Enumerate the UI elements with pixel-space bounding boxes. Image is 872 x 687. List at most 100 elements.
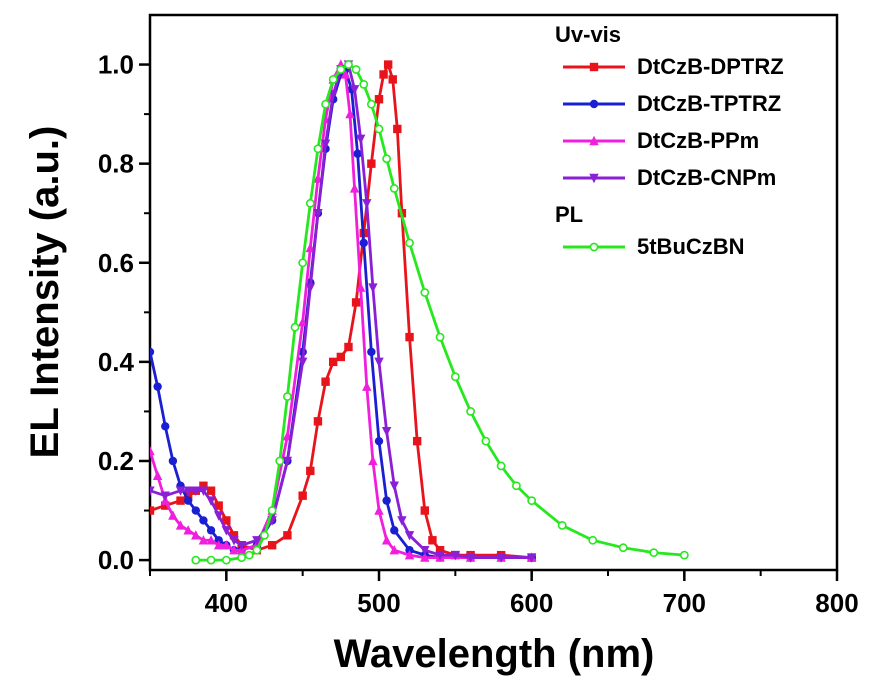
data-point	[382, 154, 392, 164]
data-point	[282, 456, 293, 467]
data-point	[150, 486, 155, 496]
data-point	[313, 209, 323, 219]
data-point	[252, 536, 262, 546]
data-point	[260, 530, 269, 540]
y-tick-label: 0.2	[98, 446, 134, 476]
legend-item: 5tBuCzBN	[563, 234, 745, 259]
data-point	[191, 486, 201, 496]
data-point	[321, 377, 330, 386]
data-point	[450, 372, 460, 382]
data-point	[305, 242, 315, 253]
data-point	[481, 436, 491, 446]
series-DtCzB-CNPm	[150, 60, 537, 563]
data-point	[393, 124, 402, 134]
data-point	[465, 553, 476, 563]
data-point	[420, 545, 430, 556]
data-point	[374, 436, 384, 446]
x-tick-label: 500	[357, 588, 400, 618]
data-point	[389, 544, 399, 555]
data-point	[183, 496, 193, 505]
data-point	[362, 199, 372, 209]
data-point	[206, 496, 216, 506]
data-point	[160, 491, 170, 501]
data-point	[229, 536, 239, 546]
data-point	[496, 553, 506, 563]
data-point	[618, 543, 628, 553]
data-point	[298, 491, 307, 500]
data-point	[198, 486, 209, 496]
data-point	[267, 541, 277, 550]
data-point	[412, 436, 422, 446]
data-point	[320, 139, 331, 150]
data-point	[321, 99, 330, 109]
data-point	[388, 75, 397, 84]
y-tick-label: 0.4	[98, 347, 135, 377]
data-point	[161, 501, 170, 510]
legend-label: DtCzB-CNPm	[637, 165, 776, 190]
data-point	[340, 69, 351, 79]
x-tick-label: 800	[815, 588, 858, 618]
data-point	[435, 550, 445, 561]
data-point	[404, 549, 415, 560]
data-point	[328, 90, 338, 100]
data-point	[359, 238, 368, 248]
data-point	[329, 357, 338, 367]
data-point	[336, 65, 346, 74]
data-point	[229, 531, 239, 540]
data-point	[237, 553, 246, 563]
data-point	[355, 282, 366, 292]
y-axis-title: EL Intensity (a.u.)	[23, 126, 67, 459]
data-point	[368, 283, 378, 293]
data-point	[512, 481, 521, 491]
data-point	[229, 544, 239, 555]
data-point	[221, 555, 231, 565]
legend-label: 5tBuCzBN	[637, 234, 745, 259]
data-point	[305, 283, 315, 293]
data-point	[336, 352, 346, 362]
data-point	[214, 540, 224, 550]
data-point	[379, 70, 388, 79]
legend-swatch-marker	[589, 99, 599, 109]
legend-swatch-marker	[589, 135, 599, 146]
legend-item: DtCzB-CNPm	[563, 165, 776, 190]
x-ticks: 400 500 600 700 800	[149, 570, 859, 618]
data-point	[496, 461, 506, 471]
data-point	[381, 535, 392, 545]
x-axis-title: Wavelength (nm)	[334, 632, 655, 676]
data-point	[383, 60, 393, 69]
data-point	[374, 505, 384, 515]
x-tick-label: 400	[205, 588, 248, 618]
y-ticks: 0.0 0.2 0.4 0.6 0.8 1.0	[98, 50, 150, 575]
data-point	[199, 481, 208, 490]
data-point	[221, 526, 232, 536]
data-point	[191, 506, 200, 515]
data-point	[214, 511, 224, 521]
series-line	[195, 63, 685, 562]
x-tick-label: 700	[663, 588, 706, 618]
data-point	[588, 535, 598, 545]
data-point	[368, 455, 378, 466]
data-point	[183, 486, 193, 496]
data-point	[161, 422, 170, 431]
series-layer	[150, 59, 689, 565]
data-point	[214, 501, 223, 510]
data-point	[435, 332, 445, 342]
legend-label: DtCzB-DPTRZ	[637, 54, 784, 79]
data-point	[362, 381, 372, 391]
data-point	[282, 392, 292, 401]
data-point	[466, 407, 475, 416]
legend-label: DtCzB-PPm	[637, 128, 759, 153]
data-point	[221, 540, 232, 550]
data-point	[367, 159, 376, 168]
data-point	[435, 545, 445, 555]
data-point	[244, 550, 254, 560]
data-point	[306, 466, 315, 476]
data-point	[152, 470, 163, 481]
data-point	[367, 347, 376, 357]
data-point	[275, 456, 285, 466]
legend-label: DtCzB-TPTRZ	[637, 91, 781, 116]
data-point	[404, 531, 415, 541]
plot-frame	[148, 13, 839, 572]
data-point	[397, 516, 407, 526]
